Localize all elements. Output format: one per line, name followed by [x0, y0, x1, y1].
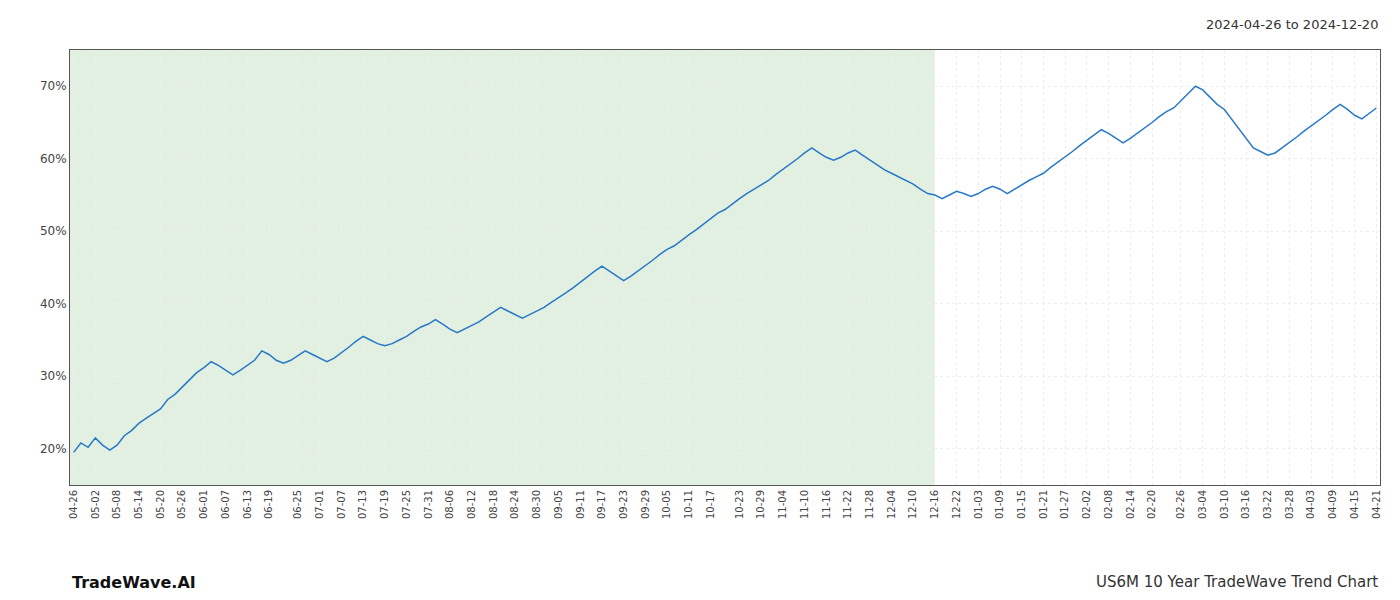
svg-text:02-08: 02-08 [1103, 490, 1114, 519]
svg-text:05-08: 05-08 [111, 490, 122, 519]
svg-text:01-15: 01-15 [1016, 490, 1027, 519]
svg-text:12-16: 12-16 [929, 490, 940, 519]
svg-text:07-19: 07-19 [379, 490, 390, 519]
svg-text:02-20: 02-20 [1146, 490, 1157, 519]
svg-text:06-25: 06-25 [292, 490, 303, 519]
svg-text:06-19: 06-19 [263, 490, 274, 519]
svg-text:05-26: 05-26 [176, 490, 187, 519]
svg-text:09-11: 09-11 [575, 490, 586, 519]
svg-text:01-03: 01-03 [973, 490, 984, 519]
svg-text:03-16: 03-16 [1240, 490, 1251, 519]
svg-text:11-16: 11-16 [821, 490, 832, 519]
svg-text:12-10: 12-10 [907, 490, 918, 519]
svg-text:03-10: 03-10 [1219, 490, 1230, 519]
svg-text:02-02: 02-02 [1081, 490, 1092, 519]
svg-text:04-21: 04-21 [1371, 490, 1382, 519]
svg-text:08-18: 08-18 [488, 490, 499, 519]
svg-text:08-06: 08-06 [444, 490, 455, 519]
svg-text:10-29: 10-29 [755, 490, 766, 519]
svg-text:09-29: 09-29 [640, 490, 651, 519]
svg-text:07-07: 07-07 [336, 490, 347, 519]
svg-text:04-15: 04-15 [1349, 490, 1360, 519]
svg-text:60%: 60% [40, 152, 67, 166]
svg-text:10-11: 10-11 [683, 490, 694, 519]
svg-text:09-17: 09-17 [596, 490, 607, 519]
svg-text:09-23: 09-23 [618, 490, 629, 519]
svg-text:03-04: 03-04 [1197, 490, 1208, 519]
svg-text:30%: 30% [40, 369, 67, 383]
svg-text:11-22: 11-22 [842, 490, 853, 519]
svg-text:05-02: 05-02 [90, 490, 101, 519]
svg-text:01-09: 01-09 [994, 490, 1005, 519]
svg-text:01-27: 01-27 [1059, 490, 1070, 519]
svg-text:US6M 10 Year TradeWave Trend C: US6M 10 Year TradeWave Trend Chart [1096, 573, 1378, 591]
svg-text:07-01: 07-01 [314, 490, 325, 519]
svg-text:05-14: 05-14 [133, 490, 144, 519]
svg-text:08-12: 08-12 [466, 490, 477, 519]
svg-text:12-22: 12-22 [951, 490, 962, 519]
svg-text:04-03: 04-03 [1305, 490, 1316, 519]
svg-text:04-09: 04-09 [1327, 490, 1338, 519]
svg-text:50%: 50% [40, 224, 67, 238]
svg-text:03-22: 03-22 [1262, 490, 1273, 519]
svg-text:07-13: 07-13 [357, 490, 368, 519]
svg-text:06-13: 06-13 [242, 490, 253, 519]
svg-text:03-28: 03-28 [1284, 490, 1295, 519]
svg-text:09-05: 09-05 [553, 490, 564, 519]
svg-text:10-23: 10-23 [734, 490, 745, 519]
svg-text:06-01: 06-01 [198, 490, 209, 519]
svg-text:11-04: 11-04 [777, 490, 788, 519]
svg-text:11-10: 11-10 [799, 490, 810, 519]
svg-text:02-26: 02-26 [1175, 490, 1186, 519]
svg-text:02-14: 02-14 [1125, 490, 1136, 519]
svg-text:40%: 40% [40, 297, 67, 311]
svg-text:04-26: 04-26 [68, 490, 79, 519]
svg-text:07-31: 07-31 [423, 490, 434, 519]
svg-text:70%: 70% [40, 79, 67, 93]
svg-text:08-30: 08-30 [531, 490, 542, 519]
svg-text:11-28: 11-28 [864, 490, 875, 519]
svg-text:20%: 20% [40, 442, 67, 456]
svg-text:2024-04-26 to 2024-12-20: 2024-04-26 to 2024-12-20 [1206, 17, 1378, 32]
svg-text:TradeWave.AI: TradeWave.AI [72, 573, 196, 592]
svg-text:07-25: 07-25 [401, 490, 412, 519]
svg-text:06-07: 06-07 [220, 490, 231, 519]
svg-text:10-17: 10-17 [705, 490, 716, 519]
svg-text:12-04: 12-04 [886, 490, 897, 519]
svg-text:01-21: 01-21 [1038, 490, 1049, 519]
svg-text:10-05: 10-05 [661, 490, 672, 519]
svg-text:05-20: 05-20 [155, 490, 166, 519]
svg-text:08-24: 08-24 [509, 490, 520, 519]
